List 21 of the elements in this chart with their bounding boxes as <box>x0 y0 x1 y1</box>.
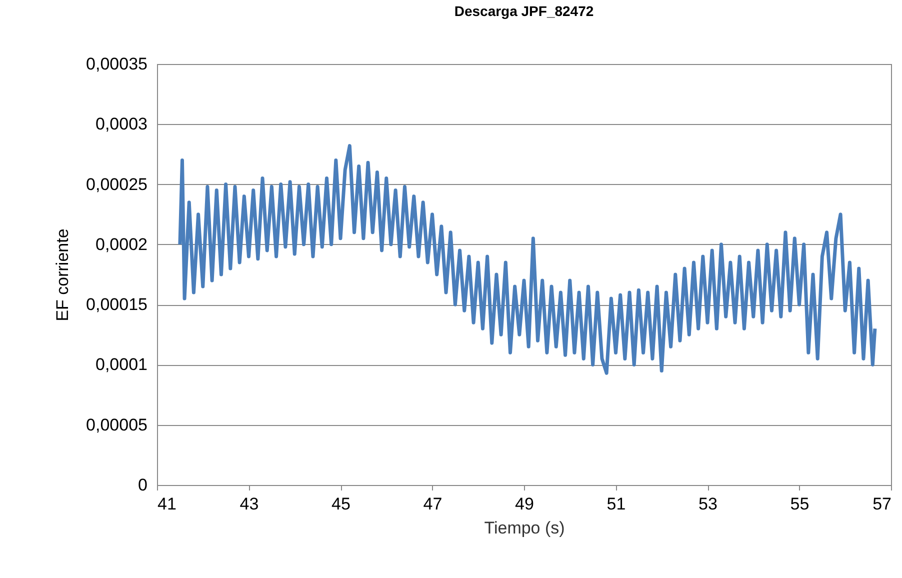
x-tick-label: 45 <box>332 494 350 514</box>
x-axis-title: Tiempo (s) <box>484 518 565 538</box>
x-tick-label: 49 <box>515 494 534 514</box>
y-tick-label: 0 <box>138 476 148 494</box>
x-tick-label: 55 <box>790 494 810 514</box>
y-tick-label: 0,00005 <box>86 415 148 434</box>
x-tick-label: 51 <box>606 494 626 514</box>
x-tick-label: 47 <box>423 494 442 514</box>
chart-title: Descarga JPF_82472 <box>454 3 594 19</box>
line-series <box>178 144 877 375</box>
x-tick-label: 53 <box>698 494 718 514</box>
y-tick-label: 0,00015 <box>86 295 148 314</box>
x-tick-label: 43 <box>240 494 259 514</box>
y-tick-label: 0,0002 <box>96 234 148 254</box>
x-tick-label: 41 <box>158 494 176 514</box>
y-axis-title: EF corriente <box>53 228 72 322</box>
x-tick-label: 57 <box>872 494 892 514</box>
y-tick-label: 0,00025 <box>86 174 148 194</box>
y-tick-label: 0,0001 <box>96 355 148 374</box>
y-tick-label: 0,0003 <box>96 114 148 134</box>
y-tick-label: 0,00035 <box>86 54 148 74</box>
